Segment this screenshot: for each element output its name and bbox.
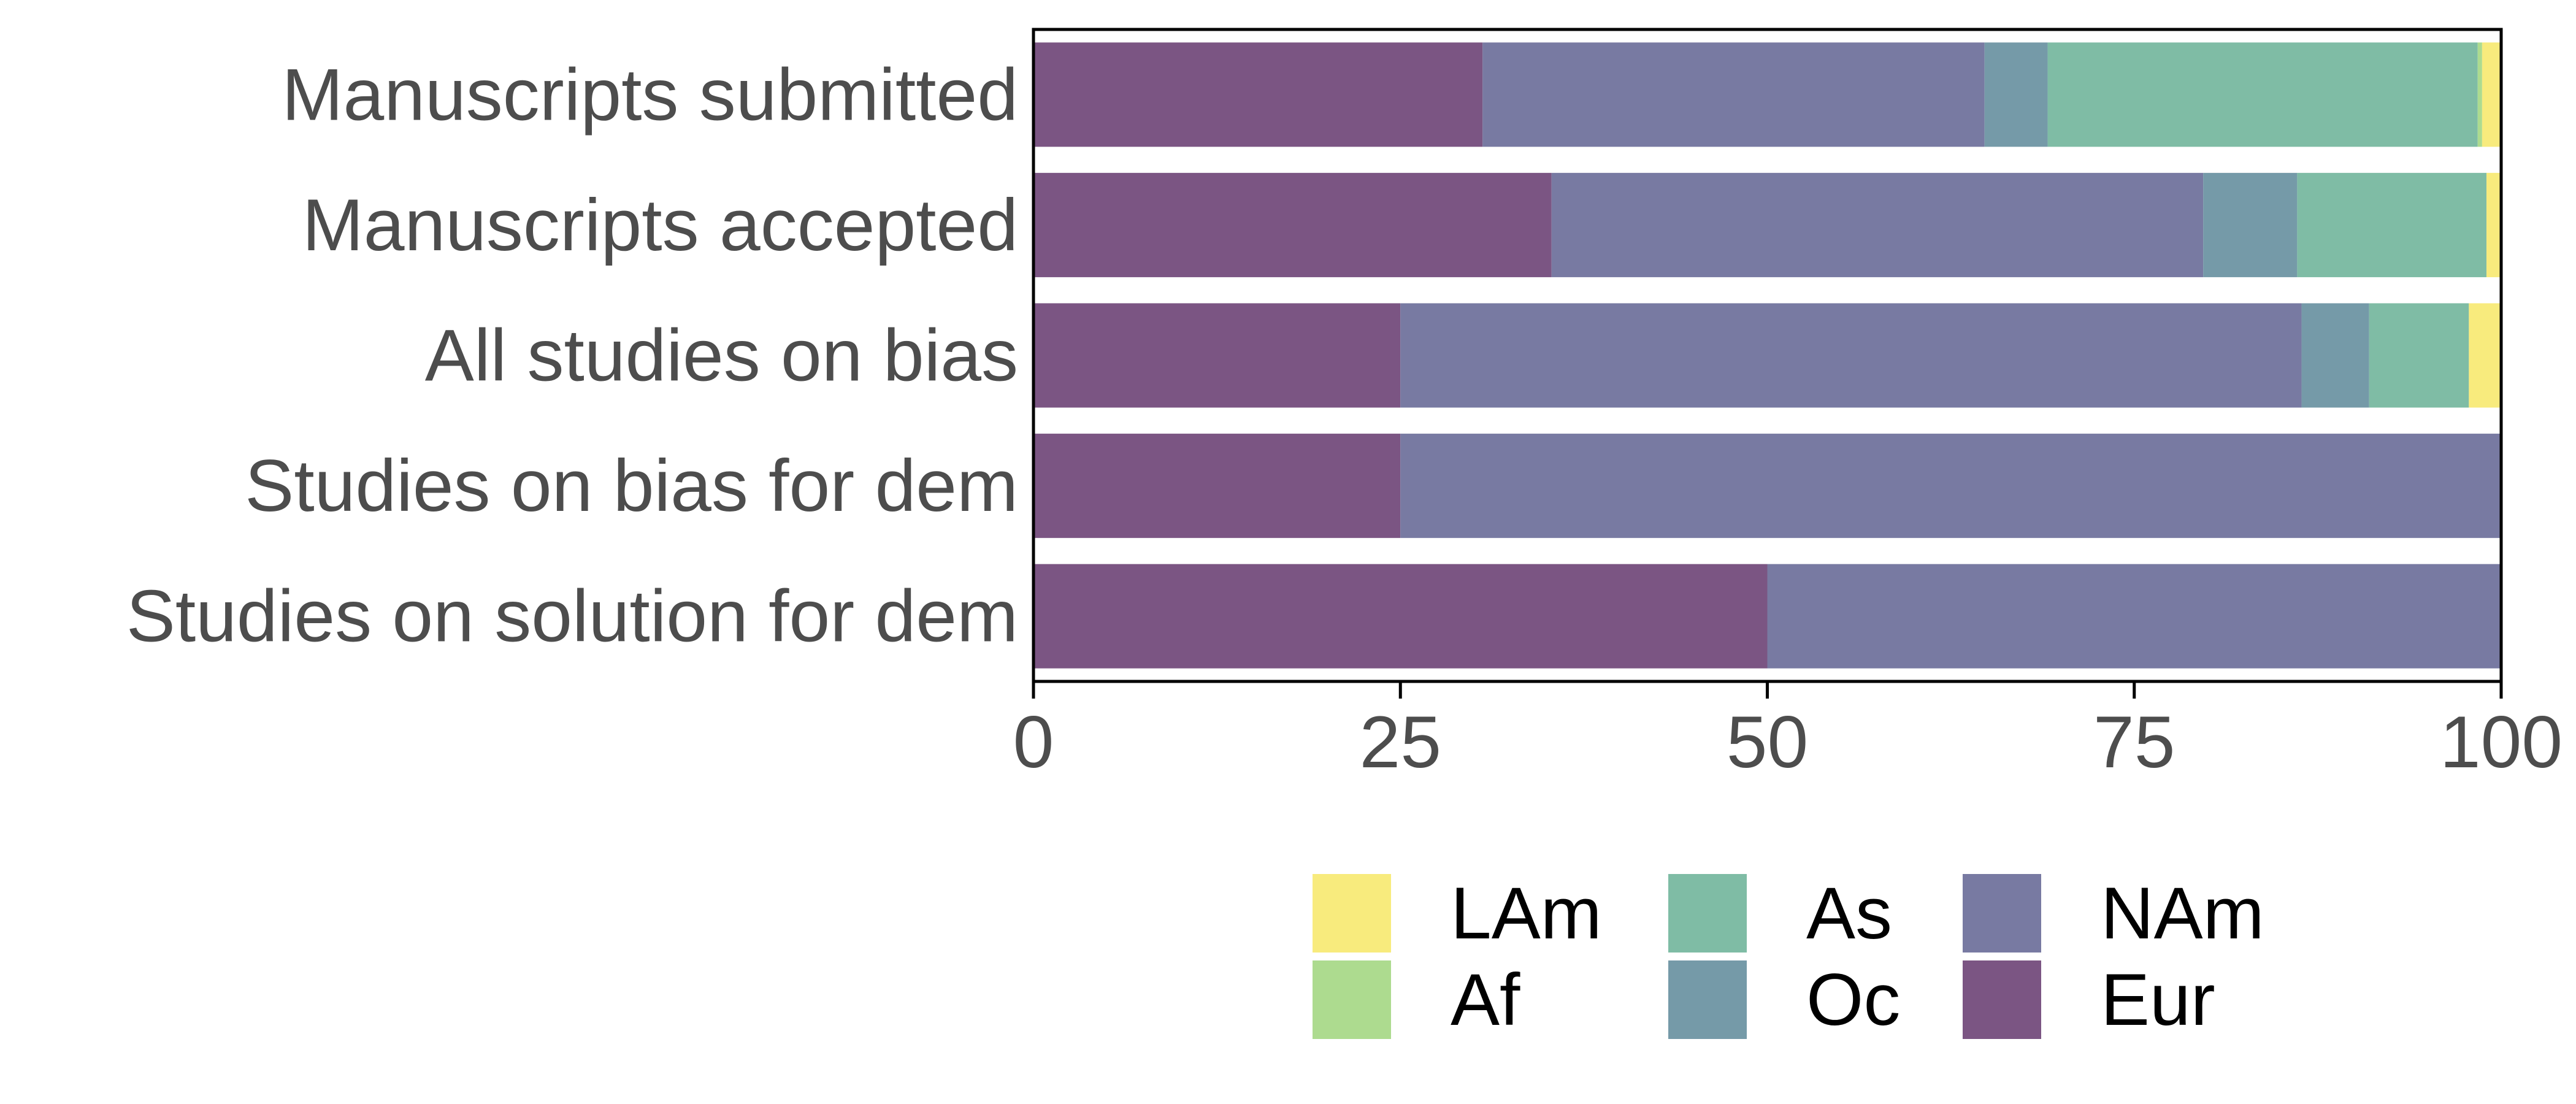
legend-key-oc (1668, 960, 1747, 1039)
legend-label-lam: LAm (1451, 872, 1602, 954)
y-tick-label: Manuscripts submitted (282, 53, 1018, 136)
bar-as-1 (2297, 172, 2487, 277)
legend-label-nam: NAm (2101, 872, 2264, 954)
bar-oc-2 (2301, 303, 2369, 408)
bar-oc-1 (2203, 172, 2298, 277)
y-tick-label: Studies on bias for dem (245, 445, 1018, 527)
bar-eur-1 (1033, 172, 1552, 277)
bar-lam-0 (2482, 42, 2501, 147)
legend-label-oc: Oc (1806, 959, 1900, 1041)
legend-key-eur (1963, 960, 2041, 1039)
bar-nam-2 (1400, 303, 2302, 408)
y-axis-labels: Manuscripts submitted Manuscripts accepte… (126, 53, 1018, 657)
y-tick-label: Manuscripts accepted (302, 184, 1018, 266)
bars-layer (1033, 42, 2501, 669)
x-tick-label: 100 (2440, 701, 2563, 783)
bar-lam-1 (2486, 172, 2501, 277)
x-tick-label: 50 (1727, 701, 1808, 783)
bar-eur-4 (1033, 564, 1768, 669)
legend-label-af: Af (1451, 959, 1520, 1041)
bar-oc-0 (1984, 42, 2048, 147)
bar-eur-3 (1033, 434, 1401, 539)
x-axis: 0 25 50 75 100 (1013, 680, 2563, 783)
bar-eur-0 (1033, 42, 1483, 147)
bar-nam-3 (1400, 434, 2501, 539)
x-tick-label: 25 (1360, 701, 1441, 783)
bar-af-0 (2477, 42, 2482, 147)
legend-key-af (1313, 960, 1391, 1039)
bar-as-0 (2047, 42, 2478, 147)
bar-eur-2 (1033, 303, 1401, 408)
legend-key-as (1668, 874, 1747, 953)
bar-as-2 (2369, 303, 2469, 408)
bar-nam-4 (1767, 564, 2501, 669)
x-tick-label: 0 (1013, 701, 1054, 783)
legend-key-nam (1963, 874, 2041, 953)
y-tick-label: Studies on solution for dem (126, 575, 1018, 657)
legend-key-lam (1313, 874, 1391, 953)
bar-nam-1 (1551, 172, 2204, 277)
bar-nam-0 (1482, 42, 1985, 147)
legend-label-as: As (1806, 872, 1892, 954)
x-tick-label: 75 (2093, 701, 2175, 783)
bar-lam-2 (2469, 303, 2501, 408)
y-tick-label: All studies on bias (425, 315, 1018, 397)
legend-label-eur: Eur (2101, 959, 2215, 1041)
